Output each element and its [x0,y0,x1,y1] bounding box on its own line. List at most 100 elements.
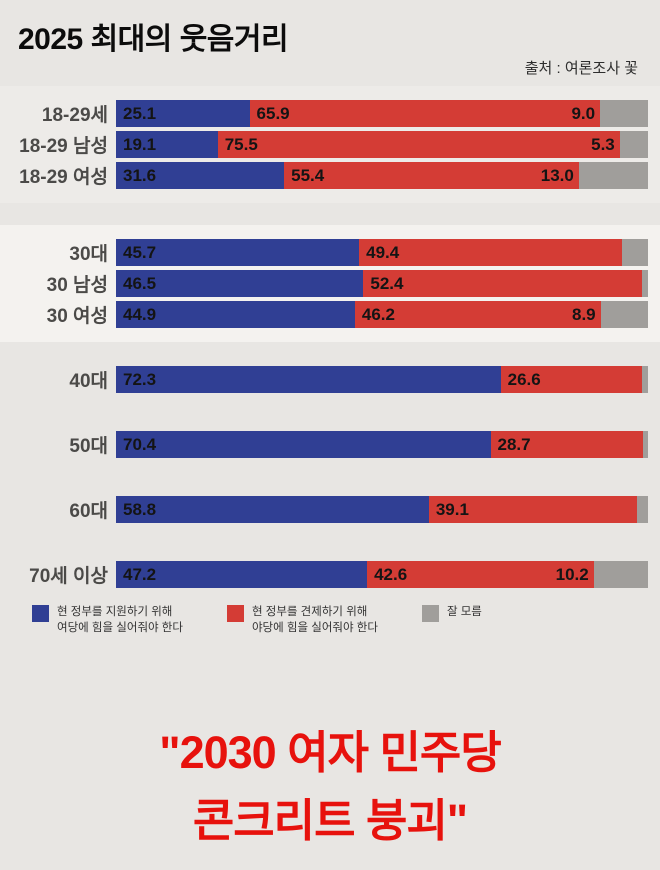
bar-segment-check-opposition: 26.6 [500,366,643,393]
bar-value: 58.8 [123,499,157,519]
header: 2025 최대의 웃음거리 출처 : 여론조사 꽃 [0,0,660,78]
bar-value-dont-know: 10.2 [555,564,589,584]
bar-segment-check-opposition: 42.6 10.2 [367,561,594,588]
row-group: 40대 72.3 26.6 50대 70.4 28.7 60대 58.8 39.1 70세 이상 4… [0,366,660,588]
bar-value: 49.4 [366,242,400,262]
bar-value: 39.1 [435,499,469,519]
bar-value: 44.9 [123,304,157,324]
bar-track: 25.1 65.9 9.0 [116,100,648,127]
bar-segment-support-ruling: 47.2 [116,561,368,588]
bar-segment-support-ruling: 72.3 [116,366,501,393]
stacked-bar-chart: 18-29세 25.1 65.9 9.0 18-29 남성 19.1 75.5 5.3 18-2… [0,78,660,588]
legend-label: 잘 모름 [446,606,482,618]
page-title: 2025 최대의 웃음거리 [18,23,289,56]
bar-segment-support-ruling: 31.6 [116,162,285,189]
bar-track: 72.3 26.6 [116,366,648,393]
row-group-band: 30대 45.7 49.4 30 남성 46.5 52.4 30 여성 44.9 46.2 8.9 [0,225,660,342]
chart-row: 18-29 남성 19.1 75.5 5.3 [0,131,660,158]
bar-value: 25.1 [123,103,157,123]
bar-segment-check-opposition: 55.4 13.0 [284,162,579,189]
bar-segment-dont-know [600,301,648,328]
bar-segment-check-opposition: 75.5 5.3 [217,131,620,158]
bar-segment-dont-know [578,162,648,189]
bar-segment-support-ruling: 25.1 [116,100,250,127]
bottom-caption: "2030 여자 민주당 콘크리트 붕괴" [0,719,660,854]
bar-value: 46.2 [361,304,395,324]
bar-track: 44.9 46.2 8.9 [116,301,648,328]
bar-segment-support-ruling: 46.5 [116,270,364,297]
bar-segment-support-ruling: 45.7 [116,239,360,266]
chart-row: 18-29세 25.1 65.9 9.0 [0,100,660,127]
caption-line-1: "2030 여자 민주당 [159,727,501,778]
category-label: 18-29세 [41,105,108,126]
bar-segment-dont-know [636,496,648,523]
bar-track: 47.2 42.6 10.2 [116,561,648,588]
bar-segment-dont-know [642,366,648,393]
bar-value-dont-know: 13.0 [540,165,574,185]
chart-row: 70세 이상 47.2 42.6 10.2 [0,561,660,588]
bar-segment-dont-know [600,100,648,127]
chart-row: 50대 70.4 28.7 [0,431,660,458]
bar-value: 75.5 [224,134,258,154]
bar-track: 46.5 52.4 [116,270,648,297]
bar-segment-check-opposition: 65.9 9.0 [249,100,601,127]
bar-track: 19.1 75.5 5.3 [116,131,648,158]
bar-track: 31.6 55.4 13.0 [116,162,648,189]
category-label: 18-29 남성 [19,136,108,157]
bar-value: 19.1 [123,134,157,154]
category-label: 30 남성 [46,275,108,296]
chart-row: 30 여성 44.9 46.2 8.9 [0,301,660,328]
bar-segment-check-opposition: 46.2 8.9 [354,301,601,328]
bar-segment-dont-know [643,431,648,458]
bar-value: 46.5 [123,273,157,293]
bar-value: 55.4 [291,165,325,185]
row-group-band: 18-29세 25.1 65.9 9.0 18-29 남성 19.1 75.5 5.3 18-2… [0,86,660,203]
legend-label: 현 정부를 지원하기 위해 여당에 힘을 실어줘야 한다 [57,606,183,635]
chart-row: 30 남성 46.5 52.4 [0,270,660,297]
bar-segment-dont-know [642,270,648,297]
bar-segment-check-opposition: 39.1 [428,496,637,523]
legend-item: 잘 모름 [421,604,482,622]
legend-item: 현 정부를 견제하기 위해 야당에 힘을 실어줘야 한다 [226,604,378,636]
bar-value-dont-know: 8.9 [572,304,596,324]
bar-value: 42.6 [374,564,408,584]
bar-track: 70.4 28.7 [116,431,648,458]
bar-segment-dont-know [619,131,648,158]
bar-value: 72.3 [123,369,157,389]
bar-value: 26.6 [507,369,541,389]
category-label: 60대 [69,501,108,522]
source-credit: 출처 : 여론조사 꽃 [524,60,638,77]
bar-segment-support-ruling: 44.9 [116,301,355,328]
legend-swatch [226,605,244,622]
caption-line-2: 콘크리트 붕괴" [192,794,468,846]
chart-row: 18-29 여성 31.6 55.4 13.0 [0,162,660,189]
legend-swatch [421,605,439,622]
bar-value: 47.2 [123,564,157,584]
legend-label: 현 정부를 견제하기 위해 야당에 힘을 실어줘야 한다 [251,606,378,635]
bar-segment-support-ruling: 70.4 [116,431,491,458]
category-label: 40대 [69,371,108,392]
legend-item: 현 정부를 지원하기 위해 여당에 힘을 실어줘야 한다 [32,604,183,636]
bar-segment-dont-know [593,561,648,588]
bar-segment-check-opposition: 49.4 [359,239,622,266]
bar-value-dont-know: 5.3 [591,134,615,154]
bar-track: 45.7 49.4 [116,239,648,266]
chart-row: 30대 45.7 49.4 [0,239,660,266]
bar-value: 28.7 [497,434,531,454]
bar-value: 45.7 [123,242,157,262]
chart-row: 40대 72.3 26.6 [0,366,660,393]
bar-segment-check-opposition: 52.4 [363,270,643,297]
category-label: 50대 [69,436,108,457]
category-label: 30대 [69,244,108,265]
bar-segment-support-ruling: 19.1 [116,131,218,158]
bar-value: 65.9 [256,103,290,123]
chart-legend: 현 정부를 지원하기 위해 여당에 힘을 실어줘야 한다 현 정부를 견제하기 위… [0,588,660,636]
bar-value: 52.4 [370,273,404,293]
bar-value: 31.6 [123,165,157,185]
bar-segment-support-ruling: 58.8 [116,496,429,523]
bar-value: 70.4 [123,434,157,454]
bar-value-dont-know: 9.0 [571,103,596,123]
category-label: 30 여성 [46,306,108,327]
bar-track: 58.8 39.1 [116,496,648,523]
